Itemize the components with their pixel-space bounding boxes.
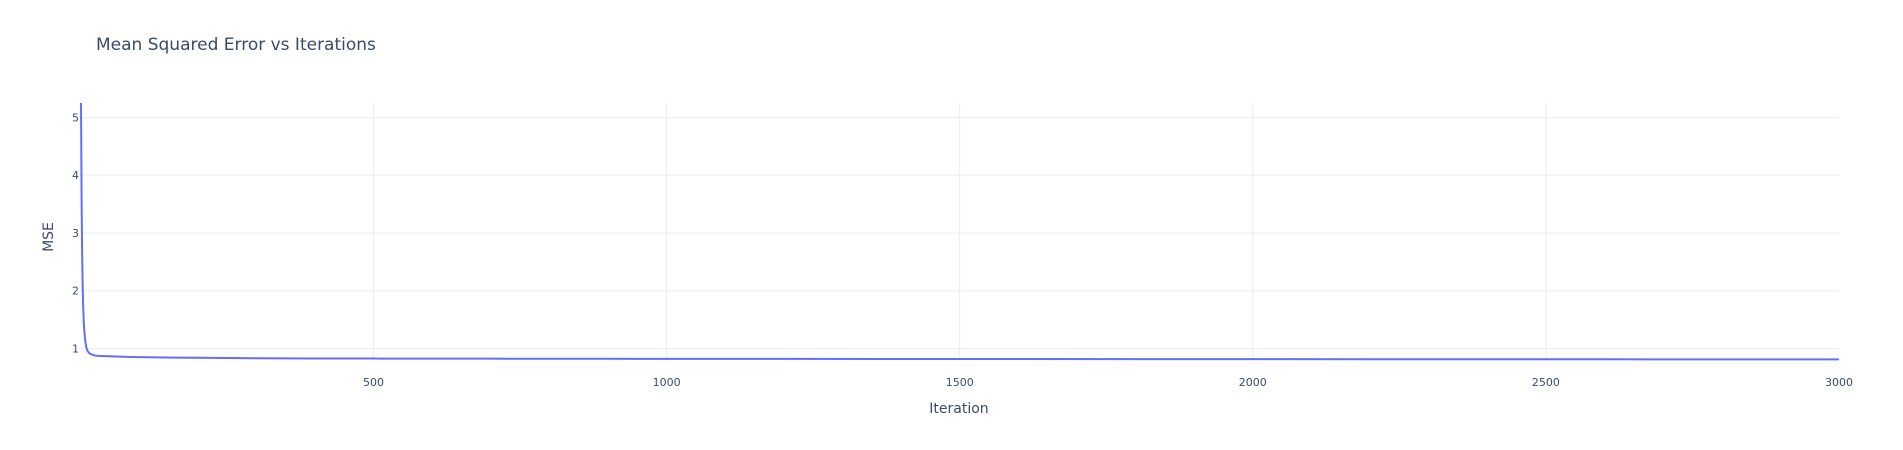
x-tick-label: 1000 <box>653 376 681 389</box>
y-tick-label: 4 <box>72 169 79 182</box>
x-tick-label: 1500 <box>946 376 974 389</box>
x-tick-label: 3000 <box>1825 376 1853 389</box>
y-tick-label: 1 <box>72 342 79 355</box>
y-tick-label: 2 <box>72 285 79 298</box>
mse-series-line <box>80 102 1840 361</box>
x-tick-label: 500 <box>363 376 384 389</box>
x-tick-labels: 500 1000 1500 2000 2500 3000 <box>363 376 1853 389</box>
series-layer <box>80 102 1840 361</box>
x-gridlines <box>373 103 1547 360</box>
y-gridlines <box>81 116 1839 349</box>
chart-title: Mean Squared Error vs Iterations <box>96 35 376 55</box>
x-axis-label: Iteration <box>929 401 988 417</box>
y-axis-label: MSE <box>41 222 57 252</box>
x-tick-label: 2500 <box>1532 376 1560 389</box>
y-tick-labels: 1 2 3 4 5 <box>72 111 79 355</box>
y-tick-label: 5 <box>72 111 79 124</box>
y-tick-label: 3 <box>72 227 79 240</box>
x-tick-label: 2000 <box>1239 376 1267 389</box>
